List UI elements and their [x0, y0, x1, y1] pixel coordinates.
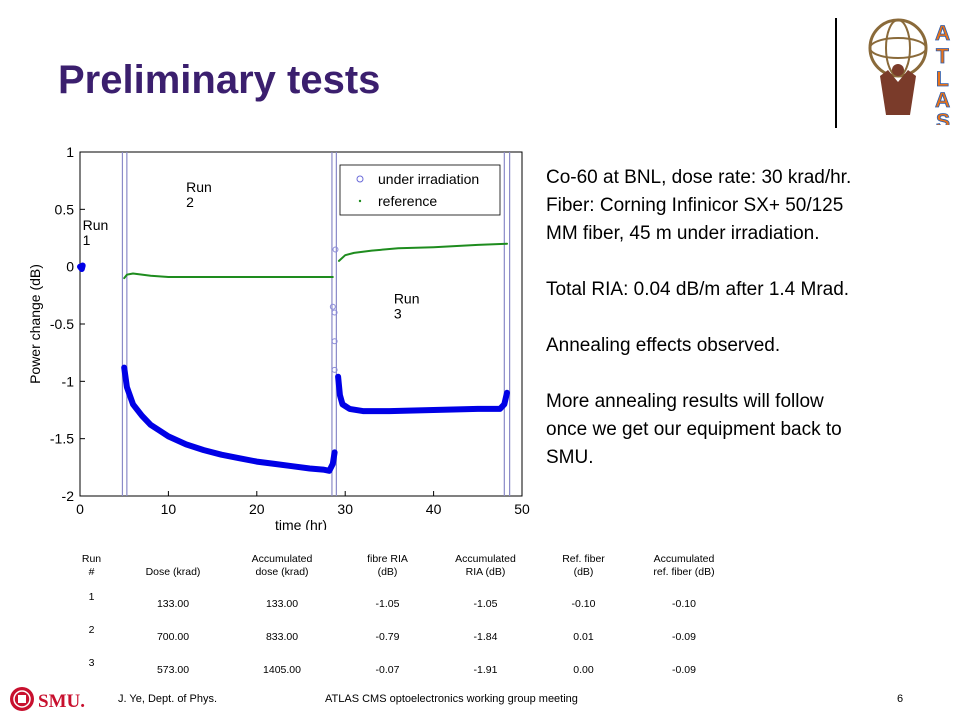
table-cell: 2: [88, 624, 95, 636]
y-tick-label: 0: [66, 259, 74, 275]
x-tick-label: 0: [76, 501, 84, 517]
table-cell: 0.00: [573, 663, 594, 676]
table-cell: 1: [88, 591, 95, 603]
run-annotation: 2: [186, 194, 194, 210]
legend-label: reference: [378, 193, 437, 209]
legend-marker-reference: [358, 199, 362, 203]
data-point: [329, 303, 336, 310]
footer-meeting: ATLAS CMS optoelectronics working group …: [325, 693, 578, 705]
run-annotation: Run: [83, 217, 109, 233]
atlas-letter: A: [935, 89, 950, 112]
table-cell: -1.05: [375, 597, 400, 610]
y-tick-label: 1: [66, 144, 74, 160]
data-point: [331, 338, 338, 345]
atlas-letter: T: [936, 45, 949, 68]
table-row: 1 133.00 133.00 -1.05 -1.05 -0.10 -0.10: [60, 587, 738, 620]
table-cell: 833.00: [265, 630, 299, 643]
run-annotation: Run: [186, 179, 212, 195]
table-cell: -1.84: [473, 630, 498, 643]
desc-line: once we get our equipment back to: [546, 419, 842, 440]
table-header: Dose (krad): [145, 566, 201, 578]
run-annotation: 1: [83, 232, 91, 248]
series-line-reference: [338, 242, 508, 262]
x-tick-label: 40: [426, 501, 442, 517]
x-tick-label: 30: [337, 501, 353, 517]
table-cell: -0.07: [375, 663, 400, 676]
x-tick-label: 10: [161, 501, 177, 517]
y-tick-label: -1.5: [50, 431, 74, 447]
footer-author: J. Ye, Dept. of Phys.: [118, 693, 218, 705]
data-point: [331, 309, 338, 316]
desc-line: Total RIA: 0.04 dB/m after 1.4 Mrad.: [546, 279, 850, 300]
atlas-letter: A: [935, 22, 950, 45]
desc-line: Fiber: Corning Infinicor SX+ 50/125: [546, 195, 844, 216]
table-cell: 3: [88, 657, 95, 669]
table-header: Accumulated dose (krad): [251, 553, 313, 578]
table-header: Accumulated RIA (dB): [455, 553, 516, 578]
y-tick-label: 0.5: [55, 201, 75, 217]
atlas-letter: S: [936, 110, 950, 125]
table-header: Accumulated ref. fiber (dB): [653, 553, 715, 578]
dose-table: Run # Dose (krad) Accumulated dose (krad) …: [60, 553, 738, 686]
table-header: Ref. fiber (dB): [562, 553, 605, 578]
run-annotation: Run: [394, 290, 420, 306]
page-number: 6: [897, 693, 904, 705]
table-cell: 700.00: [156, 630, 190, 643]
table-cell: -0.79: [375, 630, 400, 643]
table-header-row: Run # Dose (krad) Accumulated dose (krad) …: [60, 553, 738, 587]
power-change-chart: 0 10 20 30 40 50 1 0.5 0 -0.5 -1 -1.5 -2 time (hr) Pow…: [27, 144, 530, 530]
legend-marker-irradiation: [356, 175, 364, 183]
slide-title: Preliminary tests: [58, 58, 381, 102]
table-cell: 1405.00: [263, 663, 301, 676]
smu-logo-text: SMU.: [38, 691, 85, 712]
y-tick-label: -2: [62, 488, 75, 504]
smu-seal-icon: [10, 687, 34, 711]
y-axis-label: Power change (dB): [27, 264, 43, 384]
atlas-globe-icon: [868, 18, 928, 115]
y-tick-label: -0.5: [50, 316, 74, 332]
desc-line: More annealing results will follow: [546, 391, 824, 412]
atlas-letter: L: [936, 68, 949, 91]
description: Co-60 at BNL, dose rate: 30 krad/hr. Fib…: [546, 164, 946, 472]
table-cell: -0.09: [672, 630, 696, 643]
table-cell: 133.00: [265, 597, 299, 610]
desc-line: Co-60 at BNL, dose rate: 30 krad/hr.: [546, 167, 852, 188]
table-cell: 0.01: [573, 630, 594, 643]
series-line-irradiation: [77, 262, 86, 272]
legend-box: [339, 164, 501, 216]
table-header: fibre RIA (dB): [367, 553, 408, 578]
table-cell: 573.00: [156, 663, 190, 676]
smu-logo: SMU.: [10, 687, 85, 712]
table-cell: -0.10: [672, 597, 696, 610]
legend-label: under irradiation: [378, 171, 479, 187]
desc-line: Annealing effects observed.: [546, 335, 781, 356]
table-cell: 133.00: [156, 597, 190, 610]
table-cell: -0.10: [571, 597, 596, 610]
desc-line: SMU.: [546, 447, 594, 468]
data-point: [332, 246, 339, 253]
series-line-irradiation: [335, 373, 510, 415]
x-tick-label: 20: [249, 501, 265, 517]
table-header: Run #: [81, 553, 102, 578]
series-line-reference: [123, 272, 334, 280]
atlas-logo: A T L A S: [868, 18, 951, 125]
title-divider: [835, 18, 837, 128]
desc-line: MM fiber, 45 m under irradiation.: [546, 223, 820, 244]
table-row: 3 573.00 1405.00 -0.07 -1.91 0.00 -0.09: [60, 653, 738, 686]
y-tick-label: -1: [62, 373, 75, 389]
table-cell: -0.09: [672, 663, 696, 676]
run-annotation: 3: [394, 305, 402, 321]
x-tick-label: 50: [514, 501, 530, 517]
series-line-irradiation: [121, 364, 338, 474]
table-cell: -1.91: [473, 663, 498, 676]
x-axis-label: time (hr): [275, 517, 327, 530]
data-point: [331, 366, 338, 373]
table-row: 2 700.00 833.00 -0.79 -1.84 0.01 -0.09: [60, 620, 738, 653]
table-cell: -1.05: [473, 597, 498, 610]
